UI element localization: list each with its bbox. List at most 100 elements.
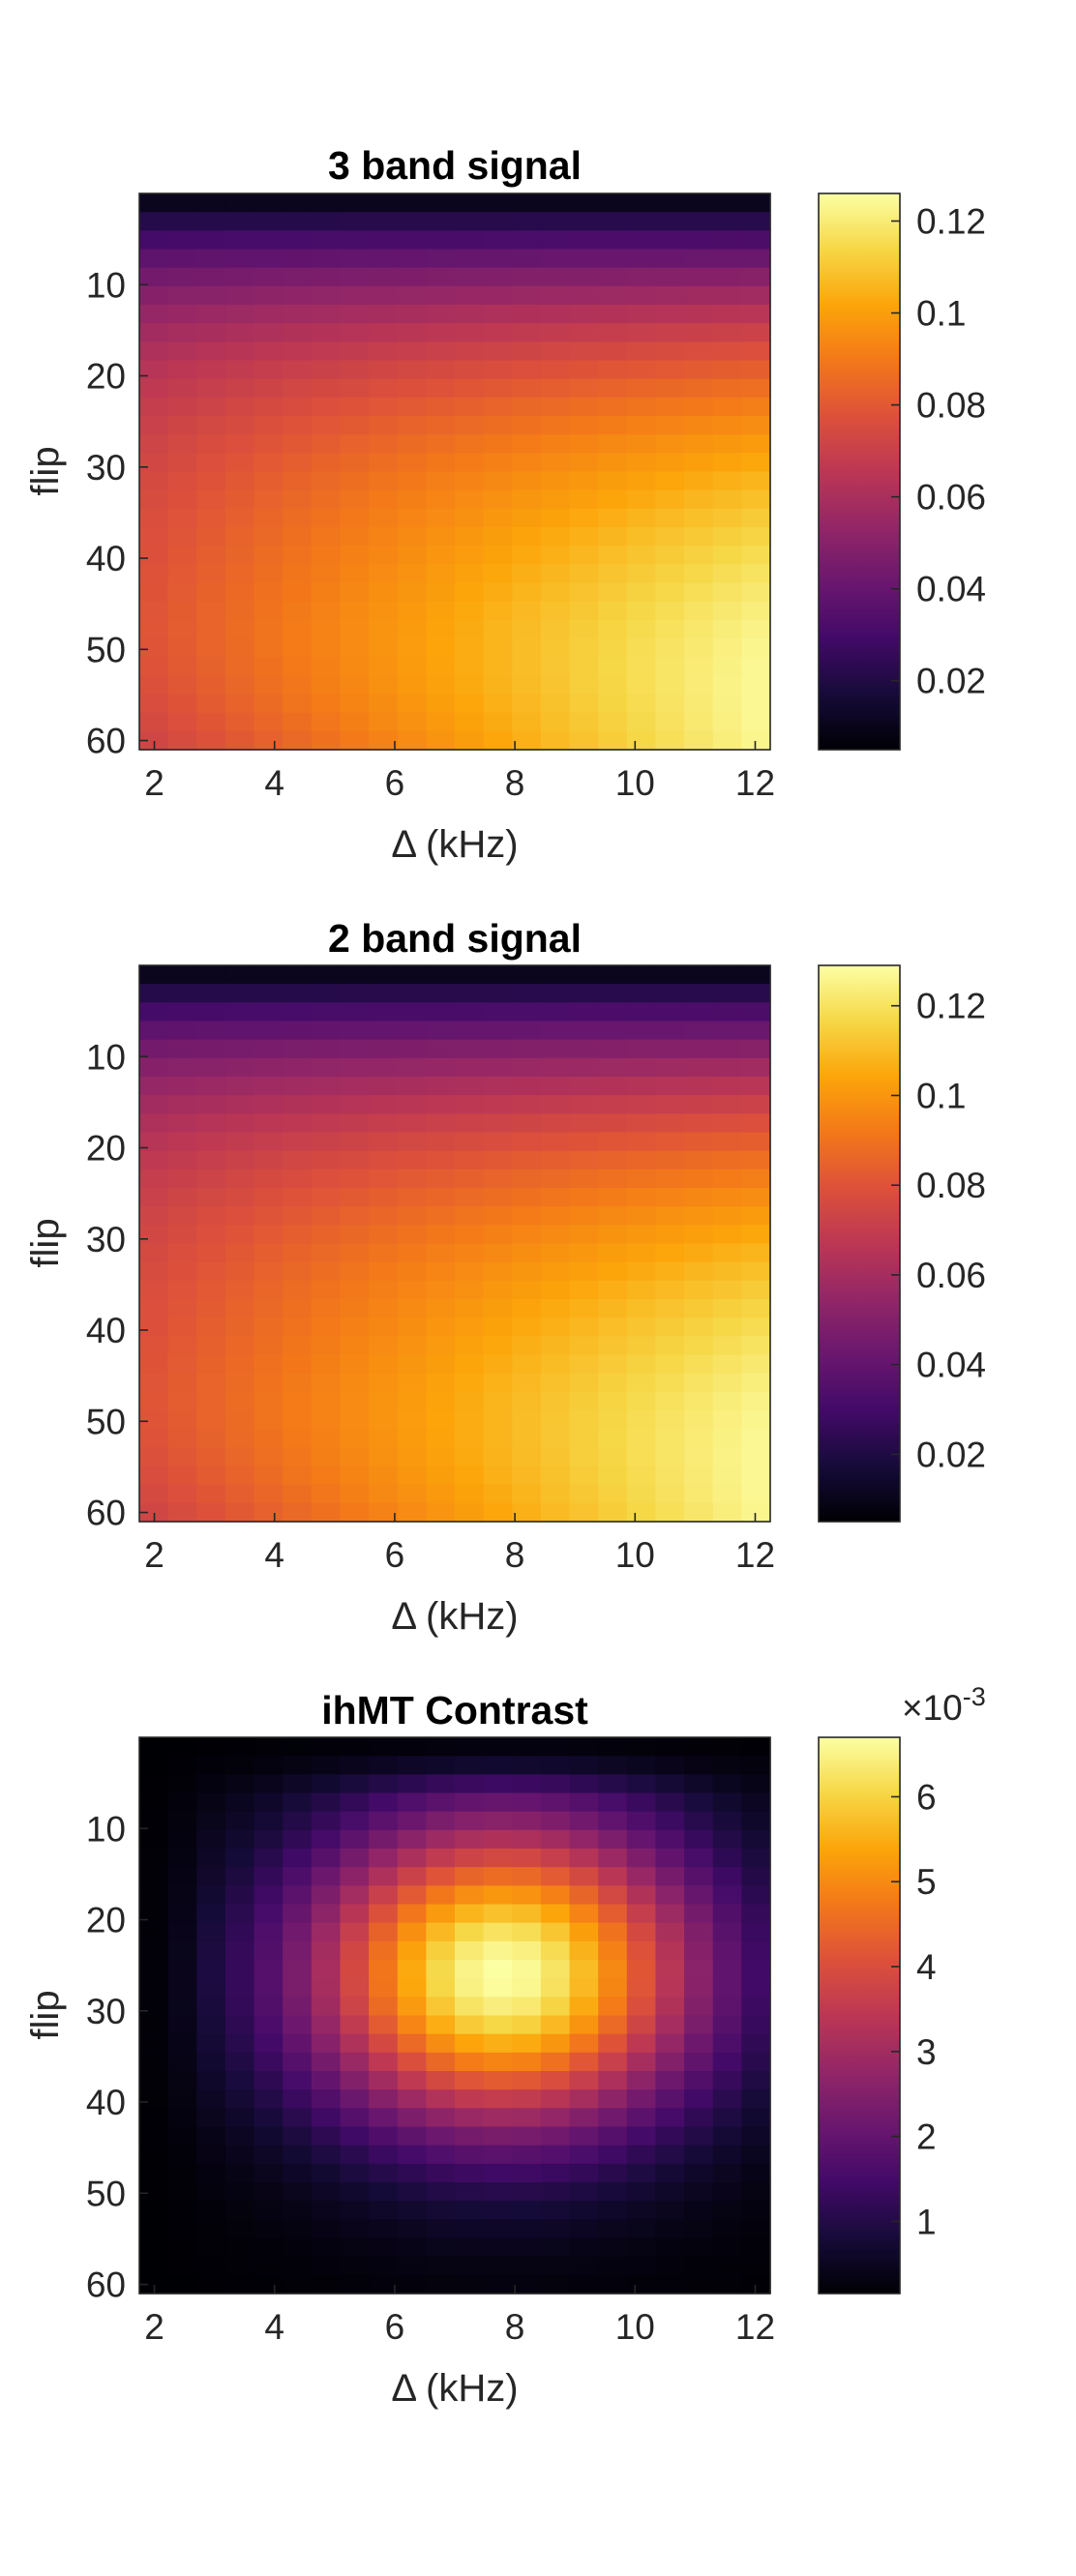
heatmap-cell bbox=[569, 1904, 599, 1924]
heatmap-cell bbox=[167, 416, 197, 435]
heatmap-cell bbox=[483, 1960, 513, 1979]
heatmap-cell bbox=[540, 1150, 571, 1170]
x-tick-label: 6 bbox=[385, 763, 405, 803]
heatmap-cell bbox=[569, 1280, 599, 1300]
heatmap-cell bbox=[283, 527, 313, 547]
heatmap-cell bbox=[626, 1960, 657, 1979]
heatmap-cell bbox=[426, 712, 456, 732]
heatmap-cell bbox=[598, 1057, 628, 1078]
heatmap-cell bbox=[512, 582, 542, 603]
heatmap-cell bbox=[196, 984, 226, 1003]
heatmap-cell bbox=[540, 1429, 571, 1448]
heatmap-cell bbox=[655, 712, 685, 732]
heatmap-cell bbox=[283, 1737, 313, 1757]
heatmap-cell bbox=[741, 2126, 771, 2147]
heatmap-cell bbox=[712, 2108, 742, 2128]
heatmap-cell bbox=[397, 1057, 427, 1078]
heatmap-cell bbox=[254, 1206, 284, 1226]
heatmap-cell bbox=[512, 601, 542, 621]
heatmap-cell bbox=[598, 378, 628, 399]
heatmap-cell bbox=[196, 1021, 226, 1041]
heatmap-cell bbox=[455, 1466, 485, 1486]
heatmap-cell bbox=[254, 1447, 284, 1467]
heatmap-cell bbox=[254, 1113, 284, 1134]
heatmap-cell bbox=[540, 1354, 571, 1375]
heatmap-cell bbox=[283, 1039, 313, 1059]
heatmap-cell bbox=[512, 323, 542, 342]
heatmap-cell bbox=[254, 965, 284, 985]
heatmap-cell bbox=[311, 1206, 342, 1226]
heatmap-cell bbox=[626, 546, 657, 565]
heatmap-cell bbox=[340, 212, 370, 231]
heatmap-cell bbox=[598, 1447, 628, 1467]
heatmap-cell bbox=[397, 1904, 427, 1924]
heatmap-cell bbox=[540, 2071, 571, 2090]
heatmap-cell bbox=[283, 694, 313, 714]
heatmap-cell bbox=[712, 2126, 742, 2147]
heatmap-cell bbox=[598, 1206, 628, 1226]
heatmap-cell bbox=[540, 397, 571, 417]
heatmap-cell bbox=[426, 1169, 456, 1189]
heatmap-cell bbox=[397, 1502, 427, 1523]
heatmap-cell bbox=[369, 657, 399, 676]
heatmap-cell bbox=[426, 1113, 456, 1134]
heatmap-cell bbox=[196, 323, 226, 342]
heatmap-cell bbox=[139, 1021, 169, 1041]
heatmap-cell bbox=[598, 1113, 628, 1134]
heatmap-cell bbox=[196, 341, 226, 362]
heatmap-cell bbox=[741, 1391, 771, 1411]
heatmap-cell bbox=[483, 2108, 513, 2128]
heatmap-cell bbox=[254, 619, 284, 639]
heatmap-cell bbox=[483, 638, 513, 658]
heatmap-cell bbox=[397, 2219, 427, 2239]
heatmap-cell bbox=[224, 1206, 255, 1226]
heatmap-cell bbox=[196, 508, 226, 528]
heatmap-cell bbox=[397, 1188, 427, 1207]
heatmap-cell bbox=[712, 2201, 742, 2220]
heatmap-cell bbox=[598, 1466, 628, 1486]
heatmap-cell bbox=[655, 965, 685, 985]
colorbar-tick-label: 5 bbox=[916, 1862, 937, 1902]
heatmap-cell bbox=[540, 582, 571, 603]
heatmap-cell bbox=[167, 323, 197, 342]
heatmap-cell bbox=[311, 601, 342, 621]
heatmap-cell bbox=[655, 546, 685, 565]
heatmap-cell bbox=[626, 1447, 657, 1467]
heatmap-cell bbox=[540, 1922, 571, 1942]
heatmap-cell bbox=[139, 638, 169, 658]
heatmap-cell bbox=[167, 249, 197, 269]
heatmap-cell bbox=[139, 1077, 169, 1096]
heatmap-cell bbox=[139, 230, 169, 251]
heatmap-cell bbox=[167, 564, 197, 584]
heatmap-cell bbox=[684, 453, 714, 473]
heatmap-cell bbox=[540, 489, 571, 510]
heatmap-cell bbox=[512, 1410, 542, 1430]
heatmap-cell bbox=[512, 267, 542, 287]
heatmap-cell bbox=[512, 1922, 542, 1942]
heatmap-cell bbox=[598, 1095, 628, 1114]
heatmap-cell bbox=[598, 1391, 628, 1411]
heatmap-cell bbox=[283, 638, 313, 658]
heatmap-cell bbox=[311, 267, 342, 287]
heatmap-cell bbox=[340, 489, 370, 510]
heatmap-cell bbox=[139, 285, 169, 306]
heatmap-cell bbox=[483, 397, 513, 417]
heatmap-cell bbox=[712, 416, 742, 435]
heatmap-cell bbox=[196, 2033, 226, 2054]
colorbar-tick-label: 0.06 bbox=[916, 1256, 986, 1295]
heatmap-cell bbox=[340, 1373, 370, 1393]
heatmap-cell bbox=[540, 1243, 571, 1263]
y-tick-label: 50 bbox=[86, 630, 126, 669]
heatmap-cell bbox=[167, 305, 197, 324]
heatmap-cell bbox=[655, 582, 685, 603]
heatmap-cell bbox=[569, 527, 599, 547]
heatmap-cell bbox=[655, 323, 685, 342]
heatmap-cell bbox=[397, 601, 427, 621]
heatmap-cell bbox=[741, 416, 771, 435]
heatmap-cell bbox=[598, 1021, 628, 1041]
heatmap-cell bbox=[512, 1849, 542, 1868]
heatmap-cell bbox=[741, 285, 771, 306]
heatmap-cell bbox=[340, 1002, 370, 1022]
heatmap-cell bbox=[167, 1280, 197, 1300]
heatmap-cell bbox=[254, 360, 284, 380]
